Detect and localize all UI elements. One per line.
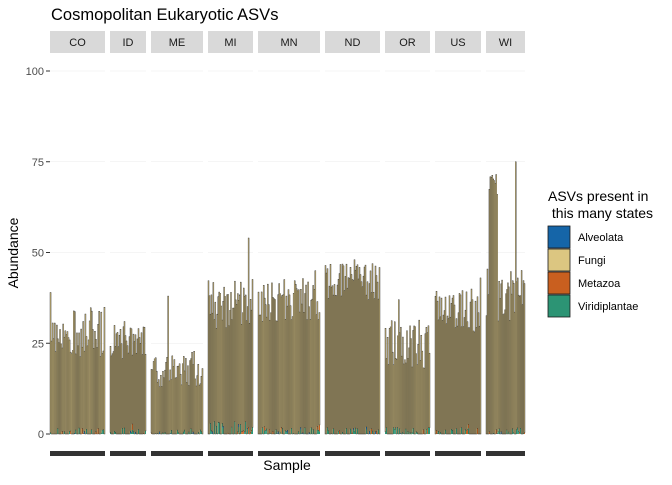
y-tick-label: 25	[32, 338, 44, 350]
bar-segment-viridiplantae	[428, 428, 429, 434]
facet-strip-label: ID	[123, 37, 134, 49]
bar-segment-viridiplantae	[183, 432, 184, 434]
legend-swatch-metazoa	[548, 272, 570, 294]
sample-tick-strip	[208, 451, 253, 456]
bar-segment-viridiplantae	[251, 431, 252, 434]
legend-title: ASVs present in this many states	[548, 188, 653, 221]
legend-label: Alveolata	[578, 232, 624, 244]
bar-segment-viridiplantae	[247, 429, 248, 434]
sample-tick-strip	[110, 451, 146, 456]
bar-segment-viridiplantae	[394, 430, 395, 434]
legend-label: Viridiplantae	[578, 301, 638, 313]
sample-tick-strip	[151, 451, 203, 456]
bar-segment-fungi	[379, 267, 380, 434]
sample-tick-strip	[486, 451, 525, 456]
bar-segment-metazoa	[281, 427, 282, 434]
bar-segment-fungi	[319, 313, 320, 425]
bar-segment-viridiplantae	[130, 433, 131, 434]
facet-strip-label: WI	[499, 37, 512, 49]
bar-segment-fungi	[104, 307, 105, 434]
legend-swatch-alveolata	[548, 226, 570, 248]
bar-segment-viridiplantae	[218, 422, 219, 434]
y-tick-label: 100	[26, 66, 44, 78]
bar-segment-metazoa	[237, 432, 238, 434]
bar-segment-fungi	[480, 278, 481, 434]
bar-segment-viridiplantae	[318, 430, 319, 434]
bar-segment-metazoa	[524, 433, 525, 434]
bar-segment-fungi	[252, 279, 253, 427]
bar-segment-viridiplantae	[354, 432, 355, 434]
bar-segment-metazoa	[427, 429, 428, 434]
sample-tick-strip	[325, 451, 380, 456]
bar-segment-viridiplantae	[69, 431, 70, 434]
facet-strip-label: CO	[69, 37, 86, 49]
sample-tick-strip	[258, 451, 320, 456]
chart-title: Cosmopolitan Eukaryotic ASVs	[51, 6, 278, 24]
bar-segment-metazoa	[241, 432, 242, 434]
bar-segment-viridiplantae	[252, 427, 253, 434]
bar-segment-viridiplantae	[286, 431, 287, 434]
bar-segment-viridiplantae	[244, 433, 245, 434]
y-tick-label: 50	[32, 248, 44, 260]
bar-segment-fungi	[429, 353, 430, 427]
legend-label: Fungi	[578, 255, 606, 267]
bar-segment-metazoa	[467, 430, 468, 434]
legend: ASVs present in this many states Alveolat…	[548, 188, 653, 317]
bar-segment-viridiplantae	[145, 431, 146, 434]
bar-segment-viridiplantae	[426, 429, 427, 434]
bar-segment-metazoa	[466, 431, 467, 434]
legend-swatch-viridiplantae	[548, 295, 570, 317]
bar-segment-fungi	[524, 284, 525, 433]
sample-tick-strip	[385, 451, 430, 456]
bar-segment-metazoa	[250, 432, 251, 434]
facet-strip-label: OR	[399, 37, 416, 49]
bar-segment-viridiplantae	[516, 430, 517, 434]
x-axis-sample-ticks	[50, 451, 525, 456]
y-axis: 0 25 50 75 100	[26, 66, 50, 441]
legend-swatch-fungi	[548, 249, 570, 271]
y-tick-label: 75	[32, 157, 44, 169]
facet-strip-label: US	[450, 37, 465, 49]
bar-segment-viridiplantae	[338, 431, 339, 434]
sample-tick-strip	[435, 451, 481, 456]
bar-segment-viridiplantae	[280, 432, 281, 434]
bar-segment-metazoa	[242, 431, 243, 434]
bar-segment-viridiplantae	[319, 431, 320, 434]
facet-strip-label: ME	[169, 37, 186, 49]
bars	[50, 162, 525, 434]
sample-tick-strip	[50, 451, 105, 456]
bar-segment-fungi	[202, 369, 203, 434]
bar-segment-viridiplantae	[265, 431, 266, 434]
bar-segment-alveolata	[375, 432, 376, 434]
facet-strips: CO ID ME MI MN ND OR US WI	[50, 31, 525, 53]
y-axis-title: Abundance	[5, 217, 21, 288]
bar-segment-metazoa	[319, 425, 320, 432]
bar-segment-viridiplantae	[498, 432, 499, 434]
legend-label: Metazoa	[578, 278, 621, 290]
facet-strip-label: MI	[224, 37, 236, 49]
bar-segment-viridiplantae	[429, 428, 430, 434]
bar-segment-viridiplantae	[102, 430, 103, 434]
x-axis-title: Sample	[263, 457, 311, 473]
facet-strip-label: ND	[345, 37, 361, 49]
bar-segment-fungi	[145, 354, 146, 431]
facet-strip-label: MN	[280, 37, 297, 49]
bar-segment-viridiplantae	[385, 432, 386, 434]
y-tick-label: 0	[38, 429, 44, 441]
